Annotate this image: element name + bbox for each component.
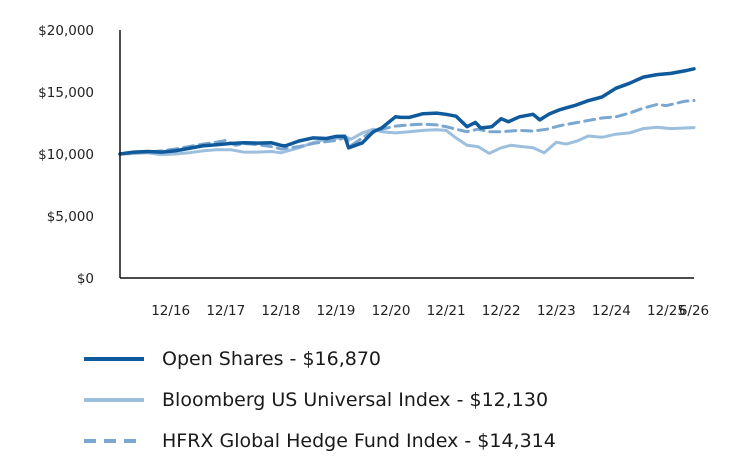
line-chart: $0 $5,000 $10,000 $15,000 $20,000 12/16 12/17… [38, 23, 709, 319]
legend-item-open-shares: Open Shares - $16,870 [84, 338, 556, 379]
legend-label-open-shares: Open Shares - $16,870 [162, 347, 382, 370]
legend-swatch-open-shares [84, 350, 146, 368]
x-tick-label: 12/22 [482, 303, 521, 319]
legend-label-hfrx: HFRX Global Hedge Fund Index - $14,314 [162, 429, 556, 452]
series-line-0 [118, 67, 696, 156]
y-tick-label: $20,000 [38, 23, 94, 39]
y-tick-label: $0 [77, 271, 94, 287]
legend-item-bloomberg: Bloomberg US Universal Index - $12,130 [84, 379, 556, 420]
x-tick-label: 12/23 [537, 303, 576, 319]
y-tick-label: $10,000 [38, 147, 94, 163]
x-tick-label: 12/16 [151, 303, 190, 319]
series-line-2 [118, 99, 696, 156]
x-tick-label: 12/19 [316, 303, 355, 319]
y-tick-labels: $0 $5,000 $10,000 $15,000 $20,000 [38, 23, 94, 287]
x-tick-labels: 12/16 12/17 12/18 12/19 12/20 12/21 12/22 12/23… [151, 303, 709, 319]
x-tick-label: 6/26 [679, 303, 709, 319]
plot-lines [118, 67, 696, 157]
y-tick-label: $5,000 [47, 209, 94, 225]
x-tick-label: 12/24 [592, 303, 631, 319]
legend-label-bloomberg: Bloomberg US Universal Index - $12,130 [162, 388, 549, 411]
legend-swatch-hfrx [84, 432, 146, 450]
x-tick-label: 12/20 [372, 303, 411, 319]
legend-swatch-bloomberg [84, 391, 146, 409]
x-tick-label: 12/18 [261, 303, 300, 319]
series-line-1 [118, 125, 696, 157]
x-tick-label: 12/25 [647, 303, 686, 319]
legend-item-hfrx: HFRX Global Hedge Fund Index - $14,314 [84, 420, 556, 461]
x-tick-label: 12/21 [427, 303, 466, 319]
x-tick-label: 12/17 [206, 303, 245, 319]
legend: Open Shares - $16,870 Bloomberg US Unive… [84, 338, 556, 461]
y-tick-label: $15,000 [38, 85, 94, 101]
